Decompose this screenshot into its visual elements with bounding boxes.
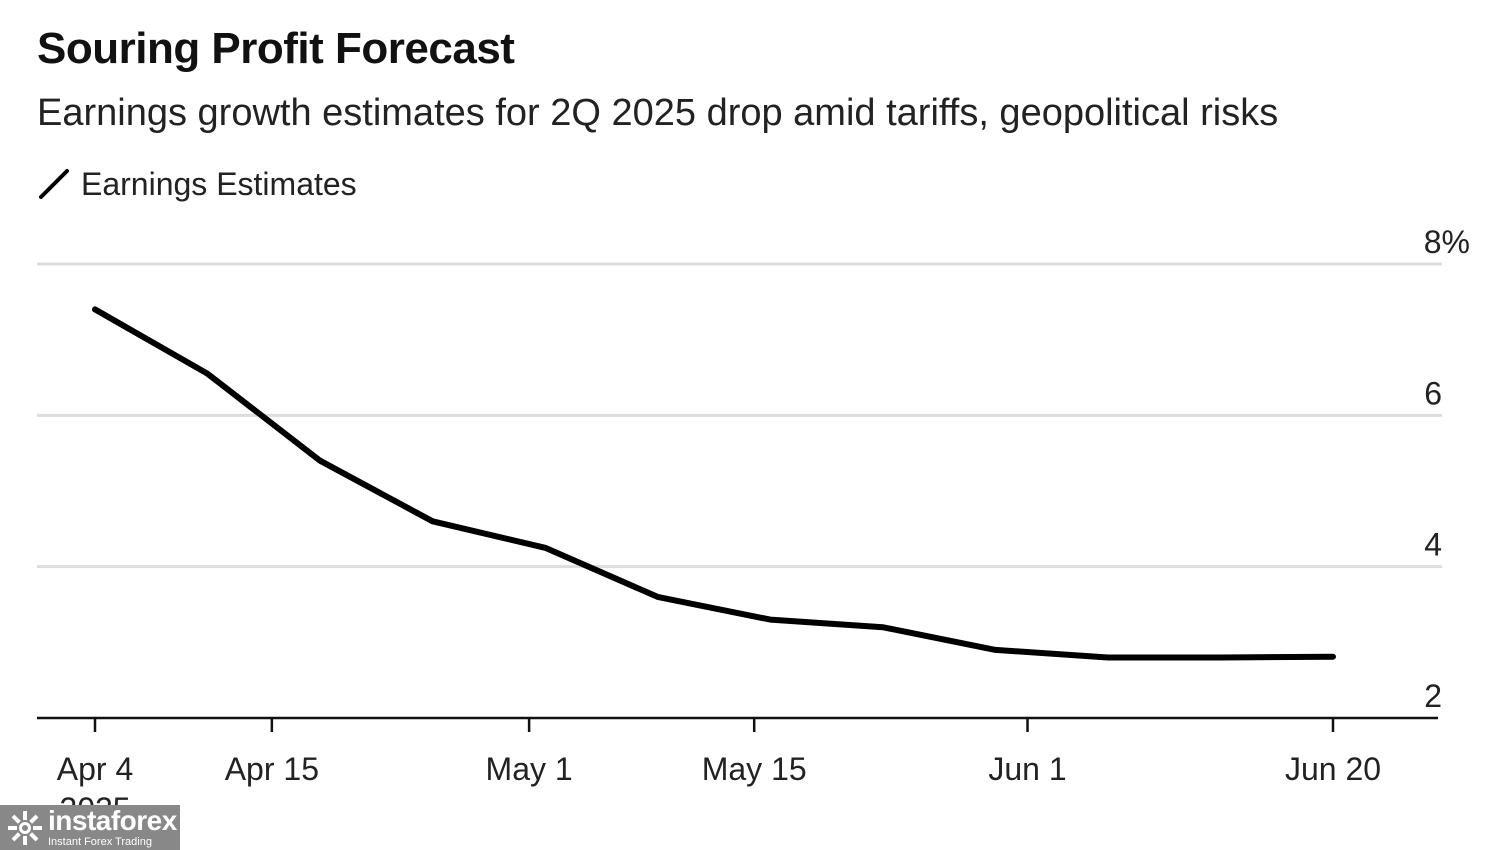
y-tick-label: 6 [1424, 375, 1442, 411]
x-tick-label: Apr 15 [225, 751, 319, 787]
chart-title: Souring Profit Forecast [37, 24, 515, 73]
x-tick-label: Jun 1 [988, 751, 1066, 787]
data-point [1217, 654, 1223, 660]
data-point [655, 594, 661, 600]
data-point [767, 617, 773, 623]
gridlines [37, 262, 1442, 569]
y-axis-labels: 8% 6 4 2 [1424, 224, 1470, 714]
x-axis [37, 716, 1438, 732]
instaforex-logo-icon [8, 810, 42, 845]
legend-label: Earnings Estimates [81, 165, 357, 202]
data-point [92, 306, 98, 312]
chart-legend: Earnings Estimates [37, 164, 357, 204]
data-point [1330, 654, 1336, 660]
y-tick-label: 4 [1424, 527, 1442, 563]
x-tick-label: May 1 [486, 751, 573, 787]
legend-line-icon [39, 169, 69, 199]
data-point [880, 624, 886, 630]
y-tick-label: 8% [1424, 224, 1470, 260]
chart-subtitle: Earnings growth estimates for 2Q 2025 dr… [37, 92, 1279, 134]
data-point [317, 458, 323, 464]
y-tick-label: 2 [1424, 678, 1442, 714]
data-point [1105, 654, 1111, 660]
data-point [205, 371, 211, 377]
series-line-earnings-estimates [92, 306, 1336, 661]
series-layer [92, 306, 1336, 661]
x-tick-label: May 15 [702, 751, 807, 787]
data-point [430, 518, 436, 524]
data-point [542, 545, 548, 551]
data-point [992, 647, 998, 653]
x-tick-label: Jun 20 [1285, 751, 1381, 787]
x-tick-label: Apr 4 [57, 751, 133, 787]
watermark-brand: instaforex [48, 805, 177, 836]
watermark-tagline: Instant Forex Trading [48, 836, 152, 848]
watermark: instaforex Instant Forex Trading [0, 805, 180, 850]
